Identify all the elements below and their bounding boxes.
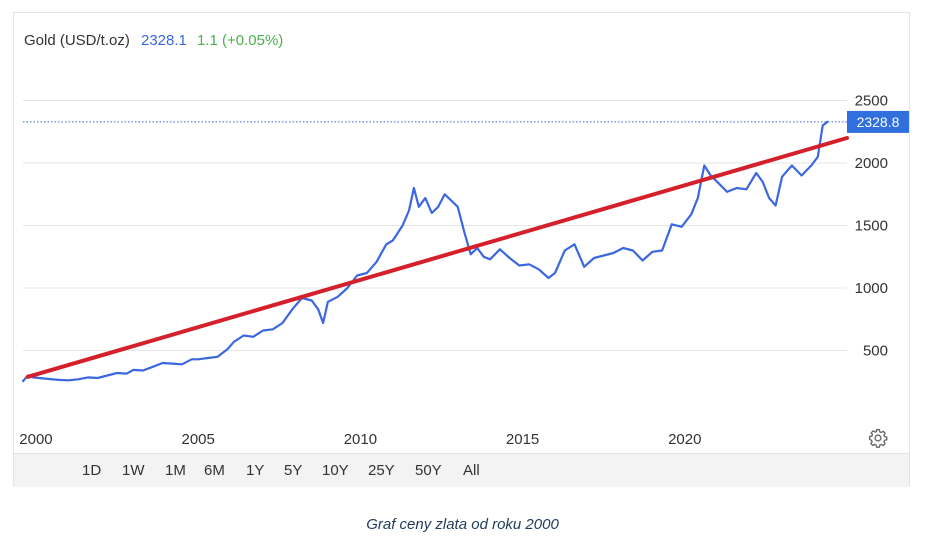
range-all-button[interactable]: All [463, 462, 480, 479]
instrument-label: Gold (USD/t.oz) [24, 32, 130, 49]
range-10y-button[interactable]: 10Y [322, 462, 349, 479]
range-1y-button[interactable]: 1Y [246, 462, 265, 479]
range-50y-button[interactable]: 50Y [415, 462, 442, 479]
range-1w-button[interactable]: 1W [122, 462, 145, 479]
chart-panel: 500 1000 1500 2000 2500 2000 2005 2010 2015 2020 … [13, 12, 910, 487]
y-tick-label: 2500 [855, 93, 888, 110]
price-change: 1.1 (+0.05%) [197, 32, 283, 49]
grid-layer [23, 100, 847, 351]
x-tick-label: 2010 [344, 431, 377, 448]
price-tag: 2328.8 [847, 110, 909, 133]
range-5y-button[interactable]: 5Y [284, 462, 303, 479]
y-tick-label: 500 [863, 343, 888, 360]
current-price: 2328.1 [141, 32, 187, 49]
trend-line [25, 136, 849, 379]
y-tick-label: 1000 [855, 280, 888, 297]
gold-price-line [21, 120, 829, 383]
price-tag-value: 2328.8 [857, 114, 900, 130]
y-tick-label: 2000 [855, 155, 888, 172]
gear-icon[interactable] [868, 428, 888, 448]
range-1m-button[interactable]: 1M [165, 462, 186, 479]
range-1d-button[interactable]: 1D [82, 462, 102, 479]
price-tag-box [847, 110, 909, 133]
x-tick-label: 2015 [506, 431, 539, 448]
chart-header: Gold (USD/t.oz) 2328.1 1.1 (+0.05%) [24, 32, 283, 49]
y-tick-label: 1500 [855, 218, 888, 235]
range-25y-button[interactable]: 25Y [368, 462, 395, 479]
x-tick-label: 2005 [181, 431, 214, 448]
range-6m-button[interactable]: 6M [204, 462, 225, 479]
axis-layer: 500 1000 1500 2000 2500 2000 2005 2010 2015 2020 [19, 93, 888, 449]
plot-layer [21, 120, 849, 383]
range-selector: 1D 1W 1M 6M 1Y 5Y 10Y 25Y 50Y All [14, 453, 909, 487]
x-tick-label: 2000 [19, 431, 52, 448]
x-tick-label: 2020 [668, 431, 701, 448]
figure-caption: Graf ceny zlata od roku 2000 [366, 516, 559, 533]
